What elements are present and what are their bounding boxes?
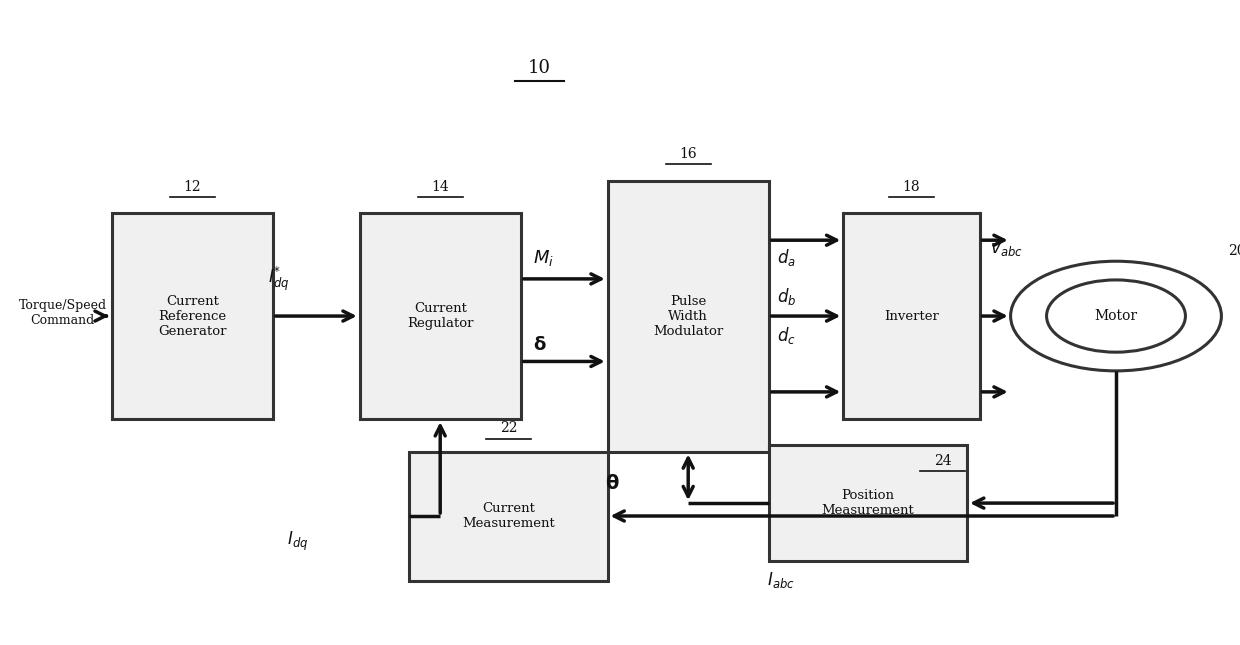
FancyBboxPatch shape <box>769 445 967 561</box>
Text: 14: 14 <box>432 179 449 193</box>
FancyBboxPatch shape <box>360 213 521 419</box>
Text: $\mathbf{\theta}$: $\mathbf{\theta}$ <box>605 474 620 493</box>
Text: 18: 18 <box>903 179 920 193</box>
Text: 24: 24 <box>934 453 951 468</box>
FancyBboxPatch shape <box>608 181 769 452</box>
Text: 16: 16 <box>680 147 697 161</box>
Text: Current
Reference
Generator: Current Reference Generator <box>157 295 227 337</box>
Text: Torque/Speed
Command: Torque/Speed Command <box>19 299 107 327</box>
Text: $\mathbf{\mathit{d}}_{\mathbf{\mathit{b}}}$: $\mathbf{\mathit{d}}_{\mathbf{\mathit{b}… <box>777 286 797 307</box>
Text: 22: 22 <box>500 421 517 435</box>
FancyBboxPatch shape <box>843 213 980 419</box>
FancyBboxPatch shape <box>112 213 273 419</box>
Text: Current
Regulator: Current Regulator <box>407 302 474 330</box>
Text: Motor: Motor <box>1095 309 1137 323</box>
Text: $\mathbf{\mathit{I}}_{\mathbf{\mathit{dq}}}$: $\mathbf{\mathit{I}}_{\mathbf{\mathit{dq… <box>286 530 309 553</box>
Text: 10: 10 <box>528 59 551 77</box>
FancyBboxPatch shape <box>409 451 608 580</box>
Text: $\mathbf{\mathit{I}}_{\mathbf{\mathit{abc}}}$: $\mathbf{\mathit{I}}_{\mathbf{\mathit{ab… <box>768 570 795 590</box>
Text: $\mathbf{\mathit{M}}_{\mathbf{\mathit{i}}}$: $\mathbf{\mathit{M}}_{\mathbf{\mathit{i}… <box>533 248 554 268</box>
Text: Inverter: Inverter <box>884 310 939 322</box>
Text: Pulse
Width
Modulator: Pulse Width Modulator <box>653 295 723 337</box>
Text: Position
Measurement: Position Measurement <box>822 489 914 517</box>
Text: 20: 20 <box>1228 244 1240 258</box>
Text: $\mathbf{\mathit{I}}_{dq}^{*}$: $\mathbf{\mathit{I}}_{dq}^{*}$ <box>268 265 290 293</box>
Text: $\mathbf{\mathit{v}}_{\mathbf{\mathit{abc}}}$: $\mathbf{\mathit{v}}_{\mathbf{\mathit{ab… <box>990 240 1022 258</box>
Text: $\mathbf{\delta}$: $\mathbf{\delta}$ <box>533 336 547 354</box>
Text: $\mathbf{\mathit{d}}_{\mathbf{\mathit{c}}}$: $\mathbf{\mathit{d}}_{\mathbf{\mathit{c}… <box>777 325 796 346</box>
Text: $\mathbf{\mathit{d}}_{\mathbf{\mathit{a}}}$: $\mathbf{\mathit{d}}_{\mathbf{\mathit{a}… <box>777 247 796 268</box>
Text: Current
Measurement: Current Measurement <box>463 502 554 530</box>
Text: 12: 12 <box>184 179 201 193</box>
